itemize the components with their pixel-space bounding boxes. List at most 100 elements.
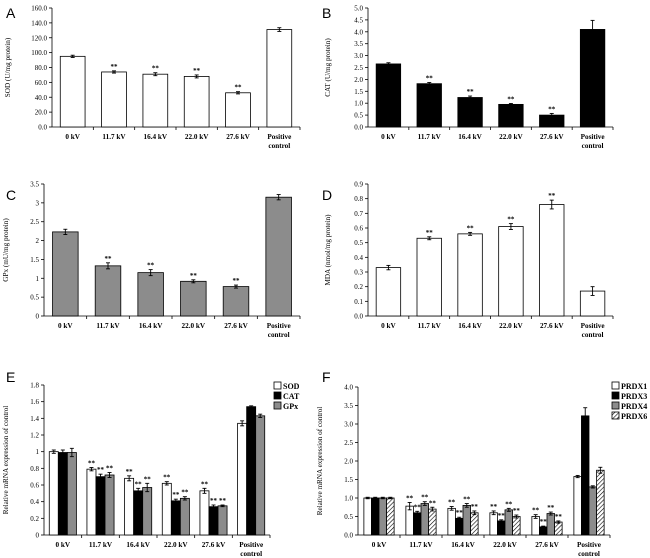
x-tick-label: Positive control: [239, 541, 263, 558]
y-tick-label: 40.0: [35, 94, 48, 102]
bar-cat: [416, 83, 442, 128]
x-tick-label-line: control: [268, 331, 290, 339]
y-tick-label: 0.2: [354, 283, 363, 291]
legend-label: PRDX6: [621, 412, 647, 421]
significance-mark: **: [105, 255, 113, 263]
bar-cat: [133, 490, 144, 536]
x-tick-label: 22.0 kV: [185, 133, 209, 141]
y-tick-label: 1.0: [344, 495, 353, 503]
significance-mark: **: [163, 474, 171, 482]
y-tick-label: 1.8: [30, 382, 39, 390]
bar-prdx3: [413, 512, 422, 536]
legend-swatch-prdx3: [611, 391, 620, 400]
x-tick-label: Positive control: [581, 322, 605, 339]
panel-label: C: [6, 187, 16, 203]
significance-mark: **: [555, 513, 563, 521]
bar-prdx3: [371, 497, 380, 536]
x-tick-label-line: control: [582, 142, 604, 150]
y-tick-label: 2.5: [354, 64, 363, 72]
bar-prdx1: [405, 505, 414, 536]
x-tick-label: 22.0 kV: [182, 322, 206, 330]
x-tick-label: 22.0 kV: [164, 541, 188, 549]
y-tick-label: 0: [36, 313, 40, 321]
significance-mark: **: [406, 494, 414, 502]
bar-prdx1: [447, 507, 456, 536]
y-tick-label: 1.5: [354, 88, 363, 96]
significance-mark: **: [172, 491, 180, 499]
y-tick-label: 0.4: [354, 254, 363, 262]
y-tick-label: 100.0: [31, 49, 47, 57]
x-tick-label: 16.4 kV: [458, 133, 482, 141]
x-tick-label: 0 kV: [65, 133, 80, 141]
significance-mark: **: [414, 503, 422, 511]
x-tick-label-line: Positive: [577, 541, 601, 549]
legend-swatch-prdx1: [611, 381, 620, 390]
bar-prdx6: [596, 469, 605, 536]
y-axis-title: CAT (U/mg protein): [324, 38, 332, 97]
x-tick-label: 0 kV: [381, 322, 396, 330]
y-tick-label: 1.2: [30, 432, 39, 440]
y-tick-label: 1: [36, 448, 40, 456]
bar-sod: [142, 73, 169, 128]
x-tick-label: 0 kV: [381, 133, 396, 141]
panel-f: F 0.0 0.5 1.0 1.5 2.0 2.5 3.0 3.5 4.0 Relative mRN…: [316, 369, 647, 558]
x-tick-label: 27.6 kV: [540, 322, 564, 330]
x-tick-label-line: Positive: [581, 322, 605, 330]
significance-mark: **: [147, 262, 155, 270]
bar-gpx: [52, 231, 79, 317]
bar-cat: [95, 476, 106, 536]
x-tick-label: 27.6 kV: [540, 133, 564, 141]
bar-prdx6: [428, 508, 437, 536]
bar-cat: [57, 452, 68, 536]
significance-mark: **: [111, 63, 119, 71]
y-tick-label: 3.5: [344, 402, 353, 410]
y-tick-label: 1.4: [30, 415, 39, 423]
y-axis-title: GPx (mU/mg protein): [2, 218, 10, 282]
x-tick-label: 0 kV: [56, 541, 71, 549]
bar-prdx3: [455, 517, 464, 536]
bar-sod: [225, 92, 251, 128]
x-tick-label-line: Positive: [267, 322, 291, 330]
y-tick-label: 4.0: [354, 28, 363, 36]
significance-mark: **: [540, 518, 548, 526]
x-tick-label: Positive control: [581, 133, 605, 150]
significance-mark: **: [135, 480, 143, 488]
panel-e: E 0 0.2 0.4 0.6 0.8 1 1.2 1.4 1.6 1.8 Relative mRNA…: [2, 369, 300, 558]
y-tick-label: 1.0: [354, 100, 363, 108]
legend-label: CAT: [283, 392, 300, 401]
legend-swatch-prdx6: [611, 411, 620, 420]
significance-mark: **: [547, 504, 555, 512]
significance-mark: **: [235, 84, 243, 92]
y-tick-label: 60.0: [35, 79, 48, 87]
y-tick-label: 3: [36, 199, 40, 207]
bar-sod: [199, 490, 210, 536]
bar-sod: [86, 468, 97, 536]
bar-sod: [266, 29, 293, 128]
y-tick-label: 0.8: [30, 465, 39, 473]
y-tick-label: 0.8: [354, 195, 363, 203]
panel-d: D 0.0 0.1 0.2 0.3 0.4 0.5 0.6 0.7 0.8 0.9 MDA (nmol…: [322, 181, 614, 339]
significance-mark: **: [505, 500, 513, 508]
significance-mark: **: [548, 105, 556, 113]
bar-gpx: [142, 487, 153, 536]
bar-mda: [416, 237, 442, 317]
legend-swatch-gpx: [273, 401, 282, 410]
x-tick-label: 11.7 kV: [102, 133, 126, 141]
bar-gpx: [217, 505, 228, 536]
y-tick-label: 0.5: [344, 513, 353, 521]
significance-mark: **: [532, 507, 540, 515]
significance-mark: **: [201, 480, 209, 488]
y-tick-label: 4.5: [354, 16, 363, 24]
significance-mark: **: [467, 88, 475, 96]
y-tick-label: 3.0: [344, 421, 353, 429]
bar-prdx4: [462, 504, 471, 536]
significance-mark: **: [513, 507, 521, 515]
x-tick-label: 11.7 kV: [409, 541, 433, 549]
bar-prdx4: [420, 503, 429, 536]
y-tick-label: 4.0: [344, 384, 353, 392]
significance-mark: **: [471, 503, 479, 511]
bar-gpx: [179, 497, 190, 536]
bar-mda: [375, 267, 402, 317]
x-tick-label: 27.6 kV: [535, 541, 559, 549]
significance-mark: **: [429, 499, 437, 507]
